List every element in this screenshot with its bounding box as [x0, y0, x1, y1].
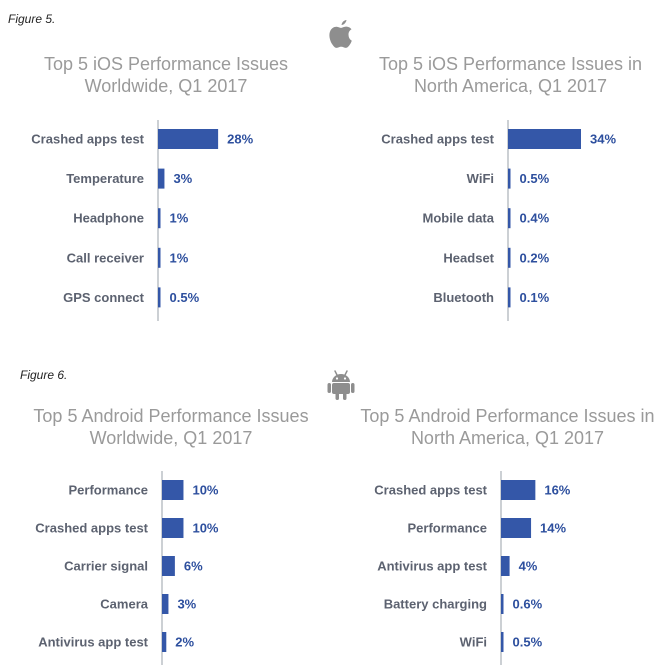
chart-3-value-label: 2% — [175, 635, 194, 650]
chart-2-category-label: Headset — [443, 250, 494, 265]
chart-4-bar — [501, 594, 504, 614]
chart-1-bar — [158, 287, 161, 308]
chart-4-value-label: 14% — [540, 521, 566, 536]
chart-2-title-line-1: Top 5 iOS Performance Issues in — [378, 54, 643, 74]
chart-2-bar — [508, 208, 511, 229]
chart-3-bar — [162, 556, 175, 576]
chart-2-bar — [508, 168, 511, 189]
chart-1-value-label: 0.5% — [170, 290, 200, 305]
chart-4-bar — [501, 480, 536, 500]
chart-1-title: Top 5 iOS Performance Issues Worldwide, … — [0, 53, 332, 97]
chart-2-plot: Crashed apps test 34% WiFi 0.5% Mobile data 0… — [381, 120, 616, 321]
chart-3-title: Top 5 Android Performance Issues Worldwi… — [0, 405, 342, 449]
chart-4-category-label: Crashed apps test — [374, 483, 487, 498]
chart-4-title-line-1: Top 5 Android Performance Issues in — [360, 406, 655, 426]
chart-3-category-label: Performance — [69, 483, 148, 498]
chart-3-category-label: Crashed apps test — [35, 521, 148, 536]
chart-2-value-label: 0.2% — [520, 250, 550, 265]
chart-2-bar — [508, 247, 511, 268]
chart-3-title-line-2: Worldwide, Q1 2017 — [89, 428, 253, 448]
chart-2-title-line-2: North America, Q1 2017 — [413, 76, 608, 96]
chart-1-category-label: Headphone — [73, 211, 144, 226]
chart-2-category-label: Crashed apps test — [381, 132, 494, 147]
chart-1-category-label: GPS connect — [63, 290, 145, 305]
apple-icon — [329, 20, 352, 48]
chart-4-plot: Crashed apps test 16% Performance 14% Antivi… — [374, 471, 571, 665]
chart-4-value-label: 0.6% — [513, 597, 543, 612]
chart-2-value-label: 34% — [590, 132, 616, 147]
chart-1-value-label: 28% — [227, 132, 253, 147]
chart-4-bar — [501, 518, 532, 538]
chart-1-value-label: 3% — [173, 171, 192, 186]
chart-2-bar — [508, 129, 581, 149]
chart-4-category-label: WiFi — [460, 635, 487, 650]
chart-3-value-label: 3% — [177, 597, 196, 612]
chart-1-plot: Crashed apps test 28% Temperature 3% Headpho… — [31, 120, 254, 321]
chart-1-title-line-1: Top 5 iOS Performance Issues — [43, 54, 289, 74]
chart-2-value-label: 0.5% — [520, 171, 550, 186]
chart-2-bar — [508, 287, 511, 308]
figure-5-label: Figure 5. — [8, 12, 56, 26]
chart-4-value-label: 4% — [519, 559, 538, 574]
chart-2-category-label: Bluetooth — [433, 290, 494, 305]
chart-3-bar — [162, 632, 167, 652]
chart-3-category-label: Carrier signal — [64, 559, 148, 574]
chart-3-category-label: Camera — [100, 597, 148, 612]
chart-4-title: Top 5 Android Performance Issues in Nort… — [346, 405, 669, 449]
chart-4-title-line-2: North America, Q1 2017 — [410, 428, 605, 448]
chart-2-category-label: Mobile data — [422, 211, 494, 226]
chart-2-value-label: 0.4% — [520, 211, 550, 226]
chart-4-category-label: Antivirus app test — [377, 559, 487, 574]
chart-3-value-label: 10% — [192, 483, 218, 498]
chart-1-bar — [158, 129, 219, 149]
chart-1-category-label: Call receiver — [67, 250, 144, 265]
chart-2-title: Top 5 iOS Performance Issues in North Am… — [352, 53, 669, 97]
chart-3-bar — [162, 480, 184, 500]
chart-3-bar — [162, 594, 169, 614]
chart-3-category-label: Antivirus app test — [38, 635, 148, 650]
chart-1-category-label: Crashed apps test — [31, 132, 144, 147]
chart-3-value-label: 6% — [184, 559, 203, 574]
chart-1-bar — [158, 247, 161, 268]
chart-3-title-line-1: Top 5 Android Performance Issues — [33, 406, 309, 426]
chart-3-plot: Performance 10% Crashed apps test 10% Carrie… — [35, 471, 219, 665]
chart-1-value-label: 1% — [170, 250, 189, 265]
chart-3-value-label: 10% — [192, 521, 218, 536]
chart-4-value-label: 16% — [544, 483, 570, 498]
chart-4-bar — [501, 556, 510, 576]
chart-2-value-label: 0.1% — [520, 290, 550, 305]
chart-1-category-label: Temperature — [66, 171, 144, 186]
chart-2-category-label: WiFi — [467, 171, 494, 186]
chart-1-bar — [158, 208, 161, 229]
chart-1-value-label: 1% — [170, 211, 189, 226]
chart-4-bar — [501, 632, 504, 652]
chart-1-title-line-2: Worldwide, Q1 2017 — [84, 76, 248, 96]
chart-1-bar — [158, 168, 165, 189]
chart-4-category-label: Battery charging — [384, 597, 487, 612]
chart-3-bar — [162, 518, 184, 538]
figure-6-label: Figure 6. — [20, 368, 68, 382]
chart-4-category-label: Performance — [408, 521, 487, 536]
chart-4-value-label: 0.5% — [513, 635, 543, 650]
android-icon — [327, 370, 355, 400]
